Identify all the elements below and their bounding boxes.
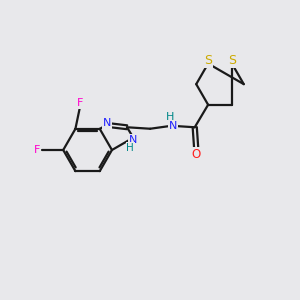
Text: N: N <box>103 118 111 128</box>
Text: N: N <box>129 135 137 145</box>
Text: S: S <box>204 54 212 67</box>
Text: F: F <box>34 145 41 155</box>
Text: S: S <box>228 54 236 67</box>
Text: O: O <box>192 148 201 160</box>
Text: F: F <box>77 98 83 108</box>
Text: N: N <box>169 121 177 131</box>
Text: H: H <box>166 112 174 122</box>
Text: H: H <box>127 143 134 153</box>
